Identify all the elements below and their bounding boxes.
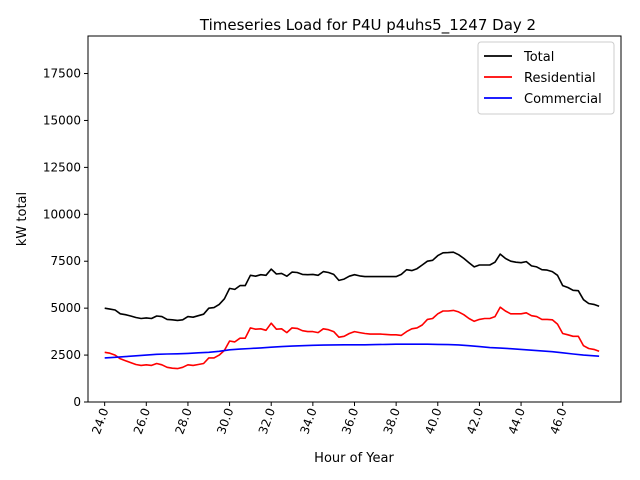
chart-title: Timeseries Load for P4U p4uhs5_1247 Day … xyxy=(199,16,536,35)
y-tick-label: 2500 xyxy=(50,348,81,362)
legend-label-residential: Residential xyxy=(524,71,596,86)
y-axis-ticks: 0 2500 5000 7500 10000 12500 15000 17500 xyxy=(43,67,88,409)
y-axis-label: kW total xyxy=(15,192,30,246)
series-line-residential xyxy=(104,306,600,370)
legend-box xyxy=(477,41,615,115)
series-line-commercial xyxy=(104,343,600,359)
x-axis-label: Hour of Year xyxy=(314,451,394,466)
y-tick-label: 5000 xyxy=(50,301,81,315)
y-tick-label: 17500 xyxy=(43,67,81,81)
legend: Total Residential Commercial xyxy=(477,41,615,115)
series-line-total xyxy=(104,251,600,322)
series-layer xyxy=(104,251,600,370)
y-tick-label: 10000 xyxy=(43,207,81,221)
y-tick-label: 0 xyxy=(73,395,81,409)
y-tick-label: 12500 xyxy=(43,160,81,174)
y-tick-label: 7500 xyxy=(50,254,81,268)
legend-label-total: Total xyxy=(523,50,554,65)
legend-label-commercial: Commercial xyxy=(524,92,602,107)
y-tick-label: 15000 xyxy=(43,113,81,127)
